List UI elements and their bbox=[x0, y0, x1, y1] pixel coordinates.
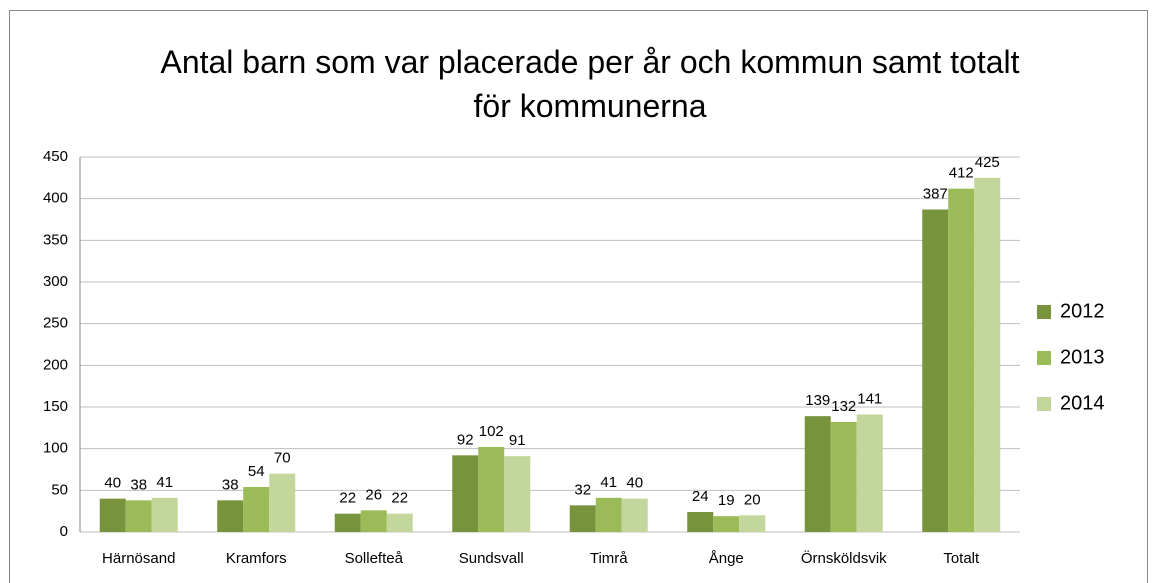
bar bbox=[151, 497, 178, 532]
bar bbox=[687, 512, 714, 532]
bar bbox=[243, 487, 270, 532]
bar bbox=[504, 456, 531, 532]
x-tick-label: Totalt bbox=[943, 550, 980, 567]
data-label: 38 bbox=[130, 476, 147, 493]
bar bbox=[217, 500, 244, 532]
data-label: 102 bbox=[479, 423, 504, 440]
y-tick-label: 250 bbox=[43, 315, 68, 332]
data-label: 425 bbox=[975, 154, 1000, 171]
x-tick-label: Örnsköldsvik bbox=[801, 549, 887, 567]
bar bbox=[948, 188, 975, 532]
y-tick-label: 350 bbox=[43, 231, 68, 248]
bar bbox=[804, 416, 831, 532]
chart-title: Antal barn som var placerade per år och … bbox=[160, 44, 1020, 124]
bar bbox=[595, 497, 622, 532]
bar bbox=[386, 513, 413, 532]
legend-label: 2012 bbox=[1060, 300, 1105, 322]
x-tick-label: Ånge bbox=[709, 550, 744, 567]
bar bbox=[269, 473, 296, 532]
y-tick-label: 0 bbox=[60, 523, 68, 540]
y-tick-label: 200 bbox=[43, 356, 68, 373]
y-tick-label: 50 bbox=[51, 481, 68, 498]
data-label: 92 bbox=[457, 431, 474, 448]
chart-border bbox=[9, 10, 1148, 583]
bar bbox=[125, 500, 152, 532]
data-label: 38 bbox=[222, 476, 239, 493]
data-label: 22 bbox=[339, 490, 356, 507]
legend-label: 2014 bbox=[1060, 392, 1105, 414]
bar bbox=[99, 498, 126, 532]
bar bbox=[830, 422, 857, 532]
legend-swatch bbox=[1037, 397, 1051, 411]
data-label: 141 bbox=[857, 390, 882, 407]
x-tick-label: Kramfors bbox=[226, 550, 287, 567]
y-tick-label: 400 bbox=[43, 190, 68, 207]
bar bbox=[621, 498, 648, 532]
data-label: 22 bbox=[391, 490, 408, 507]
data-label: 19 bbox=[718, 492, 735, 509]
bar bbox=[569, 505, 596, 532]
bar bbox=[360, 510, 387, 532]
data-label: 41 bbox=[600, 474, 617, 491]
x-tick-label: Sollefteå bbox=[345, 550, 404, 567]
y-tick-label: 150 bbox=[43, 398, 68, 415]
data-label: 24 bbox=[692, 488, 709, 505]
data-label: 40 bbox=[626, 475, 643, 492]
bar bbox=[739, 515, 766, 532]
data-label: 139 bbox=[805, 392, 830, 409]
y-tick-label: 100 bbox=[43, 440, 68, 457]
bar bbox=[452, 455, 479, 532]
data-label: 20 bbox=[744, 491, 761, 508]
data-label: 32 bbox=[574, 481, 591, 498]
data-label: 26 bbox=[365, 486, 382, 503]
bar bbox=[713, 516, 740, 532]
data-label: 387 bbox=[923, 185, 948, 202]
bar bbox=[478, 447, 505, 532]
data-label: 91 bbox=[509, 432, 526, 449]
legend-swatch bbox=[1037, 351, 1051, 365]
bar bbox=[974, 177, 1001, 533]
x-tick-label: Timrå bbox=[590, 550, 628, 567]
bar bbox=[856, 414, 883, 532]
data-label: 412 bbox=[949, 165, 974, 182]
data-label: 40 bbox=[104, 475, 121, 492]
data-label: 54 bbox=[248, 463, 265, 480]
data-label: 70 bbox=[274, 450, 291, 467]
x-tick-label: Härnösand bbox=[102, 550, 175, 567]
legend-swatch bbox=[1037, 305, 1051, 319]
legend-label: 2013 bbox=[1060, 346, 1105, 368]
y-tick-label: 300 bbox=[43, 273, 68, 290]
bar bbox=[922, 209, 949, 532]
data-label: 41 bbox=[156, 474, 173, 491]
y-tick-label: 450 bbox=[43, 148, 68, 165]
bar bbox=[334, 513, 361, 532]
data-label: 132 bbox=[831, 398, 856, 415]
x-tick-label: Sundsvall bbox=[459, 550, 524, 567]
